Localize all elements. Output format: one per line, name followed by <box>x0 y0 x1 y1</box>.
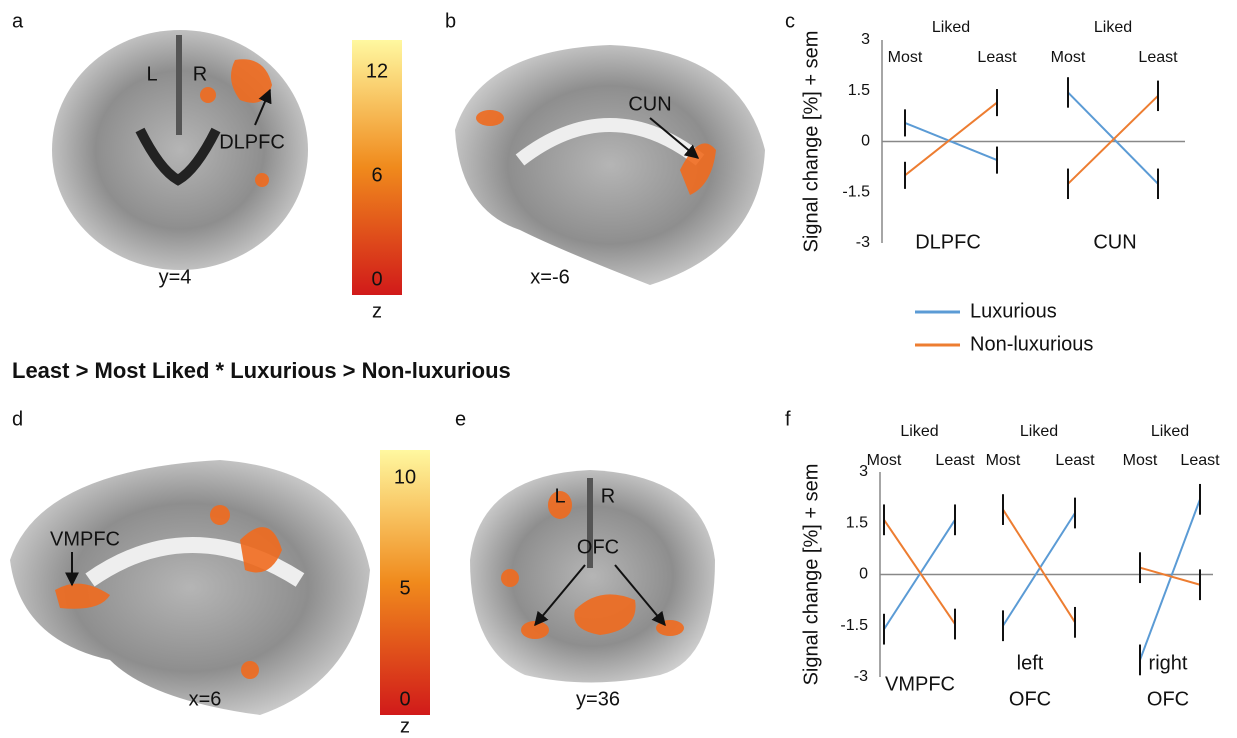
colorbar-tick-label: 5 <box>399 577 410 599</box>
x-category-label: Most <box>1051 49 1086 66</box>
series-line <box>1139 498 1201 661</box>
group-header: Liked <box>932 19 970 36</box>
hemisphere-label: L <box>146 63 157 85</box>
y-tick-label: 3 <box>861 31 870 48</box>
series-line <box>1067 91 1159 185</box>
panel-label: b <box>445 10 456 32</box>
y-axis-label: Signal change [%] + sem <box>800 31 822 253</box>
y-tick-label: 1.5 <box>848 82 870 99</box>
colorbar <box>352 40 402 295</box>
series-line <box>1139 566 1201 586</box>
series-line <box>1067 95 1159 185</box>
y-tick-label: 0 <box>859 566 868 583</box>
series-line <box>904 101 998 177</box>
panel-label: a <box>12 10 24 32</box>
x-category-label: Least <box>1138 49 1178 66</box>
x-category-label: Most <box>867 452 902 469</box>
colorbar-tick-label: 10 <box>394 466 416 488</box>
colorbar-label: z <box>372 300 382 322</box>
group-label: OFC <box>1147 688 1189 710</box>
colorbar <box>380 450 430 715</box>
panel-label: f <box>785 408 791 430</box>
x-category-label: Most <box>986 452 1021 469</box>
group-label: OFC <box>1009 688 1051 710</box>
y-tick-label: -1.5 <box>842 183 870 200</box>
legend-label: Luxurious <box>970 300 1057 322</box>
hemisphere-label: R <box>193 63 207 85</box>
colorbar-tick-label: 6 <box>371 164 382 186</box>
group-header: Liked <box>1151 423 1189 440</box>
brain-image-e <box>470 470 715 683</box>
arrow <box>649 117 700 159</box>
y-tick-label: -3 <box>854 668 868 685</box>
region-label: OFC <box>577 536 619 558</box>
panel-label: c <box>785 10 795 32</box>
series-line <box>883 519 956 625</box>
brain-image-b <box>455 45 765 285</box>
y-tick-label: -1.5 <box>840 617 868 634</box>
x-category-label: Least <box>977 49 1017 66</box>
series-line <box>1002 509 1076 623</box>
group-label: VMPFC <box>885 673 955 695</box>
x-category-label: Most <box>1123 452 1158 469</box>
series-line <box>904 121 998 162</box>
slice-label: x=-6 <box>530 266 569 288</box>
arrow <box>254 88 272 126</box>
group-label: CUN <box>1093 231 1136 253</box>
y-tick-label: -3 <box>856 234 870 251</box>
y-tick-label: 1.5 <box>846 514 868 531</box>
hemisphere-label: R <box>601 485 615 507</box>
group-label: left <box>1017 652 1044 674</box>
panel-label: d <box>12 408 23 430</box>
arrow <box>534 564 586 627</box>
group-header: Liked <box>1020 423 1058 440</box>
series-line <box>883 519 956 630</box>
panel-label: e <box>455 408 466 430</box>
y-tick-label: 0 <box>861 133 870 150</box>
arrow <box>614 564 666 627</box>
region-label: CUN <box>628 93 671 115</box>
series-line <box>1002 512 1076 627</box>
x-category-label: Least <box>1180 452 1220 469</box>
x-category-label: Most <box>888 49 923 66</box>
x-category-label: Least <box>1055 452 1095 469</box>
heading: Least > Most Liked * Luxurious > Non-lux… <box>12 358 511 383</box>
x-category-label: Least <box>935 452 975 469</box>
colorbar-tick-label: 0 <box>371 268 382 290</box>
colorbar-tick-label: 12 <box>366 60 388 82</box>
group-header: Liked <box>900 423 938 440</box>
brain-image-d <box>10 460 370 715</box>
slice-label: x=6 <box>189 688 222 710</box>
colorbar-tick-label: 0 <box>399 688 410 710</box>
group-label: DLPFC <box>915 231 981 253</box>
y-axis-label: Signal change [%] + sem <box>800 464 822 686</box>
group-label: right <box>1149 652 1188 674</box>
colorbar-label: z <box>400 715 410 737</box>
slice-label: y=4 <box>159 266 192 288</box>
hemisphere-label: L <box>554 485 565 507</box>
region-label: VMPFC <box>50 528 120 550</box>
group-header: Liked <box>1094 19 1132 36</box>
y-tick-label: 3 <box>859 463 868 480</box>
region-label: DLPFC <box>219 131 285 153</box>
legend-label: Non-luxurious <box>970 333 1093 355</box>
slice-label: y=36 <box>576 688 620 710</box>
